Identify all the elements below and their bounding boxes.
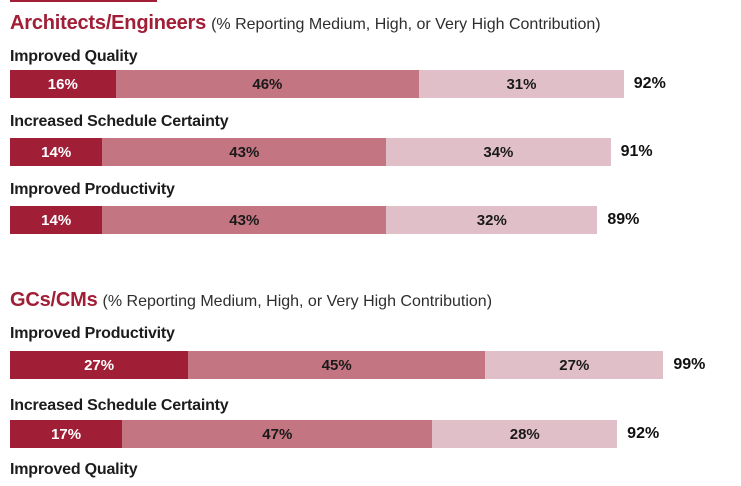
bar-category-label: Improved Productivity	[10, 181, 175, 198]
bar-category-label: Improved Productivity	[10, 325, 175, 342]
section-title: Architects/Engineers	[10, 12, 207, 34]
bar-total-label: 99%	[673, 356, 706, 373]
section-subtitle: (% Reporting Medium, High, or Very High …	[211, 16, 601, 33]
bar-segment: 45%	[188, 351, 486, 379]
bar-total-label: 92%	[627, 425, 660, 442]
stacked-bar: 14% 43% 34% 91%	[10, 138, 653, 166]
bar-segment: 17%	[10, 420, 123, 448]
section-header: Architects/Engineers (% Reporting Medium,…	[10, 10, 601, 38]
section-header: GCs/CMs (% Reporting Medium, High, or Ver…	[10, 287, 492, 315]
bar-segment: 27%	[10, 351, 189, 379]
stacked-bar: 17% 47% 28% 92%	[10, 420, 659, 448]
bar-category-label: Improved Quality	[10, 461, 138, 478]
bar-category-label: Increased Schedule Certainty	[10, 397, 229, 414]
bar-segment: 31%	[419, 70, 624, 98]
stacked-bar: 27% 45% 27% 99%	[10, 351, 705, 379]
section-subtitle: (% Reporting Medium, High, or Very High …	[102, 293, 493, 310]
bar-segment: 14%	[10, 138, 103, 166]
section-title: GCs/CMs	[10, 289, 98, 311]
bar-segment: 28%	[432, 420, 618, 448]
bar-segment: 32%	[386, 206, 598, 234]
bar-segment: 46%	[115, 70, 420, 98]
bar-total-label: 89%	[607, 211, 640, 228]
bar-segment: 27%	[485, 351, 664, 379]
bar-segment: 16%	[10, 70, 116, 98]
bar-category-label: Increased Schedule Certainty	[10, 113, 229, 130]
stacked-bar: 16% 46% 31% 92%	[10, 70, 666, 98]
bar-segment: 47%	[122, 420, 433, 448]
bar-segment: 43%	[102, 206, 387, 234]
bar-segment: 14%	[10, 206, 103, 234]
bar-total-label: 92%	[633, 75, 666, 92]
bar-segment: 34%	[386, 138, 611, 166]
bar-category-label: Improved Quality	[10, 48, 138, 65]
bar-segment: 43%	[102, 138, 387, 166]
stacked-bar: 14% 43% 32% 89%	[10, 206, 639, 234]
cropped-bar-top-edge	[10, 0, 157, 2]
bar-total-label: 91%	[620, 143, 653, 160]
